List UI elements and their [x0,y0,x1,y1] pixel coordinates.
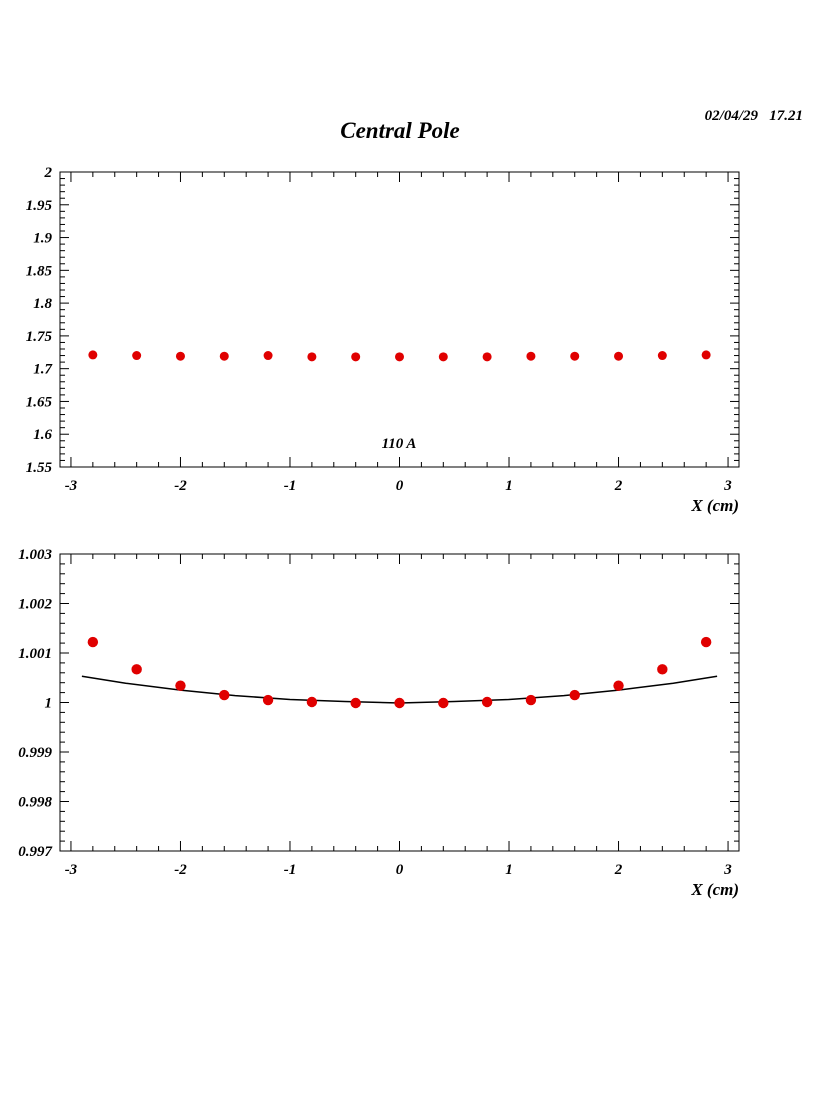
y-tick-label: 1.55 [26,460,53,476]
data-point [219,351,229,361]
y-tick-label: 1.9 [33,231,52,247]
chart-title: Central Pole [340,118,459,143]
data-point [394,697,405,709]
data-point [481,696,493,708]
data-point [570,351,580,361]
data-point [263,351,273,361]
data-point [525,694,537,706]
data-point [350,697,361,709]
data-point [87,636,99,648]
y-tick-label: 0.998 [18,795,52,811]
current-annotation: 110 A [382,436,417,452]
x-axis-title: X (cm) [690,880,739,899]
x-tick-label: 1 [505,478,513,494]
timestamp: 02/04/29 17.21 [705,108,803,124]
x-tick-label: -2 [174,862,187,878]
data-point [438,352,448,362]
y-tick-label: 1.8 [33,296,52,312]
data-point [614,351,624,361]
y-tick-label: 2 [44,165,53,181]
y-tick-label: 1.6 [33,427,52,443]
data-point [482,352,492,362]
y-tick-label: 1 [45,696,53,712]
y-tick-label: 1.002 [18,597,52,613]
y-tick-label: 1.7 [33,362,52,378]
x-tick-label: -3 [65,862,78,878]
x-tick-label: 3 [723,478,732,494]
data-point [132,351,142,361]
y-tick-label: 0.997 [18,844,52,860]
data-point [306,696,318,708]
data-point [175,351,185,361]
x-tick-label: -3 [65,478,78,494]
x-tick-label: 0 [396,862,404,878]
data-point [88,350,98,360]
data-point [395,352,404,362]
x-tick-label: -1 [284,862,297,878]
data-point [131,664,142,675]
top-panel: 1.55 1.6 1.65 1.7 1.75 1.8 1.85 1.9 1.95 2 -3 -2 -1 0… [26,165,740,515]
x-tick-label: 1 [505,862,513,878]
data-point [307,352,317,362]
data-point [262,694,274,706]
y-tick-label: 1.85 [26,263,53,279]
data-point [613,680,624,691]
y-tick-label: 1.003 [18,547,52,563]
data-point [175,680,186,691]
x-tick-label: 2 [614,862,623,878]
data-point [438,697,449,709]
data-point [700,636,712,648]
data-point [351,352,361,362]
y-tick-label: 1.95 [26,198,53,214]
x-tick-label: 0 [396,478,404,494]
x-tick-label: -2 [174,478,187,494]
data-point [701,350,711,360]
y-tick-label: 1.65 [26,394,53,410]
y-tick-label: 0.999 [18,745,52,761]
data-point [657,664,668,675]
x-tick-label: -1 [284,478,297,494]
data-point [219,689,230,701]
data-point [569,689,580,701]
x-tick-label: 2 [614,478,623,494]
y-tick-label: 1.001 [18,646,52,662]
x-axis-title: X (cm) [690,496,739,515]
y-tick-label: 1.75 [26,329,53,345]
data-point [526,351,536,361]
bottom-panel: 0.997 0.998 0.999 1 1.001 1.002 1.003 -3 -2 -1 0 1 2… [18,547,740,899]
data-point [657,351,667,361]
plot-frame [59,171,740,468]
x-tick-label: 3 [723,862,732,878]
